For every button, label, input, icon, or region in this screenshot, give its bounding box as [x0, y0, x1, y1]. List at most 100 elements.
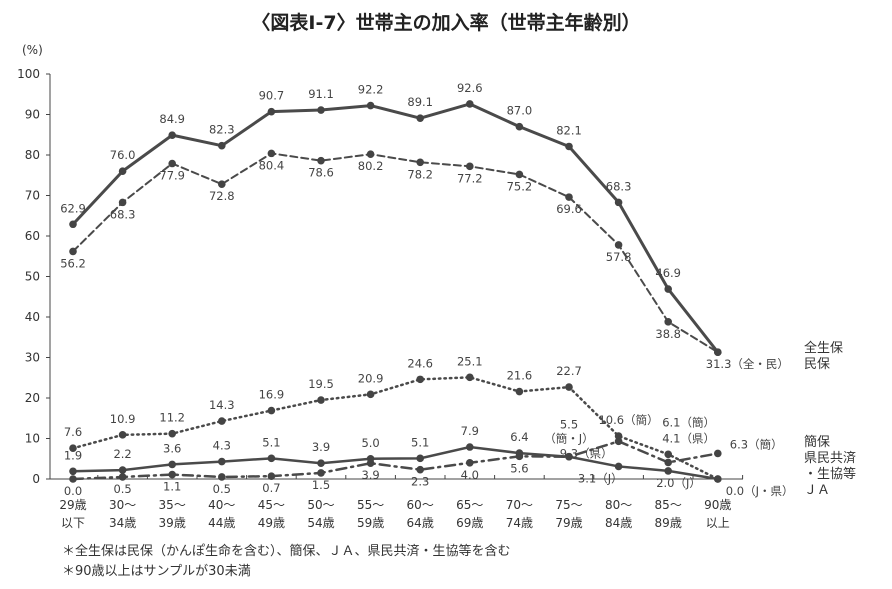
x-tick-label: 64歳 — [407, 516, 434, 530]
series-line-民保 — [72, 152, 719, 354]
data-point — [664, 450, 672, 459]
x-tick-label: 40～ — [208, 498, 235, 512]
legend-entry: 簡保 — [804, 435, 830, 450]
data-label: 6.4 — [510, 430, 528, 444]
data-point — [714, 348, 722, 357]
data-label: 3.9 — [361, 468, 379, 482]
data-point — [118, 198, 127, 207]
data-label: 22.7 — [556, 364, 582, 378]
data-label: 1.9 — [64, 448, 82, 462]
data-label: 69.6 — [556, 202, 582, 216]
data-point — [267, 454, 276, 463]
data-point — [317, 469, 325, 477]
data-point — [317, 459, 325, 468]
data-point — [466, 443, 474, 451]
data-point — [466, 459, 474, 467]
data-point — [614, 241, 623, 249]
data-label: 7.6 — [64, 425, 82, 439]
x-tick-label: 45～ — [258, 498, 285, 512]
data-label: 5.1 — [262, 435, 280, 449]
data-label: 4.0 — [461, 468, 479, 482]
data-point — [416, 454, 425, 463]
data-point — [714, 449, 722, 458]
data-point — [267, 107, 276, 116]
data-label: 72.8 — [209, 189, 235, 203]
data-label: 92.6 — [457, 81, 483, 95]
data-point — [614, 432, 623, 440]
x-tick-label: 69歳 — [456, 516, 483, 530]
x-tick-label: 55～ — [357, 498, 384, 512]
y-tick-label: 60 — [25, 229, 40, 243]
data-point — [317, 106, 325, 114]
data-label: 75.2 — [507, 179, 533, 193]
data-point — [69, 247, 77, 256]
data-label: 6.3（簡） — [730, 437, 783, 451]
data-label: 91.1 — [308, 87, 334, 101]
y-tick-label: 50 — [25, 270, 40, 284]
data-label: 24.6 — [407, 356, 433, 370]
data-point — [614, 437, 623, 446]
data-point — [366, 150, 375, 158]
data-label: 2.0（J） — [656, 476, 701, 490]
data-point — [267, 472, 276, 480]
data-label: 82.3 — [209, 123, 235, 137]
data-label: 46.9 — [655, 266, 681, 280]
data-point — [565, 452, 573, 461]
data-label: 0.0 — [64, 484, 82, 498]
x-tick-label: 以下 — [61, 516, 85, 530]
series-line-簡保 — [71, 376, 720, 481]
data-label: 0.7 — [262, 481, 280, 495]
x-tick-label: 30～ — [109, 498, 136, 512]
data-point — [69, 444, 77, 453]
data-point — [416, 158, 425, 167]
data-point — [218, 473, 226, 481]
data-label: 2.2 — [113, 447, 131, 461]
note-2: ＊90歳以上はサンプルが30未満 — [62, 564, 251, 579]
data-label: 77.9 — [159, 169, 185, 183]
data-label: 5.1 — [411, 435, 429, 449]
data-point — [218, 180, 226, 188]
y-tick-label: 90 — [25, 108, 40, 122]
data-label: 4.3 — [213, 439, 231, 453]
x-tick-label: 49歳 — [258, 516, 285, 530]
data-point — [664, 318, 672, 326]
data-label: 5.5 — [560, 418, 578, 432]
data-label: 11.2 — [159, 411, 185, 425]
data-point — [267, 406, 276, 415]
data-label: 10.9 — [110, 412, 136, 426]
data-label: 31.3（全・民） — [706, 357, 789, 371]
x-tick-label: 74歳 — [506, 516, 533, 530]
data-point — [664, 458, 672, 467]
data-label: 92.2 — [358, 83, 384, 97]
y-tick-label: 10 — [25, 432, 40, 446]
data-point — [366, 390, 375, 399]
y-tick-label: 40 — [25, 310, 40, 324]
x-tick-label: 54歳 — [307, 516, 334, 530]
data-point — [614, 462, 623, 471]
data-label: 56.2 — [60, 256, 86, 270]
data-label: 5.0 — [361, 436, 379, 450]
x-tick-label: 39歳 — [159, 516, 186, 530]
legend-entry: 民保 — [804, 357, 830, 372]
series-line-県民共済・生協等 — [71, 445, 720, 481]
data-label: 14.3 — [209, 398, 235, 412]
data-point — [168, 470, 176, 479]
data-point — [317, 156, 325, 165]
data-label: 62.9 — [60, 201, 86, 215]
data-label: 1.1 — [163, 480, 181, 494]
x-tick-label: 34歳 — [109, 516, 136, 530]
data-label: 1.5 — [312, 478, 330, 492]
data-label: 0.0（J・県） — [726, 484, 794, 498]
legend-entry: ・生協等 — [804, 466, 856, 482]
data-point — [168, 159, 176, 168]
data-label: 80.4 — [259, 158, 285, 172]
data-point — [168, 429, 176, 438]
data-point — [466, 162, 474, 171]
data-label: 82.1 — [556, 123, 582, 137]
data-label: 4.1（県） — [662, 431, 715, 445]
legend-entry: 全生保 — [804, 340, 843, 356]
data-label: 87.0 — [507, 104, 533, 118]
y-axis-label: (%) — [22, 43, 43, 57]
